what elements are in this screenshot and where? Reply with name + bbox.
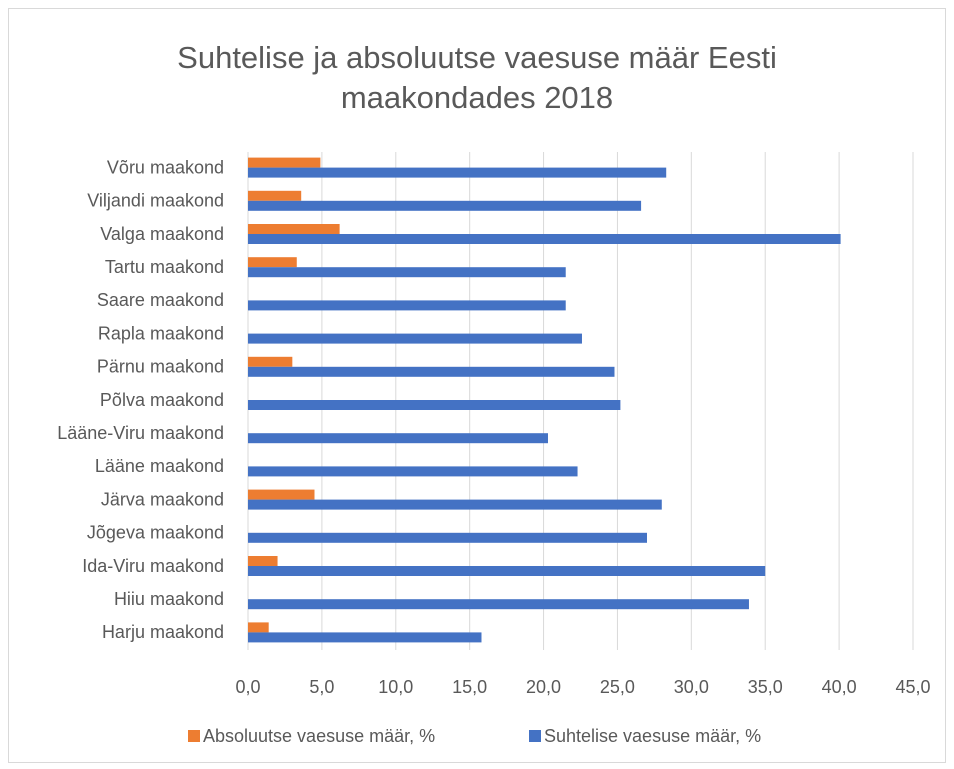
x-tick-label: 0,0: [235, 677, 260, 697]
y-tick-label: Lääne maakond: [95, 456, 224, 476]
x-tick-label: 20,0: [526, 677, 561, 697]
chart-title: Suhtelise ja absoluutse vaesuse määr Ees…: [177, 40, 777, 115]
x-tick-label: 10,0: [378, 677, 413, 697]
chart-border: [8, 8, 946, 763]
x-tick-label: 15,0: [452, 677, 487, 697]
bar: [248, 599, 749, 610]
bar: [248, 333, 582, 344]
x-tick-label: 35,0: [748, 677, 783, 697]
bar: [248, 489, 315, 500]
x-tick-label: 45,0: [895, 677, 930, 697]
y-tick-label: Saare maakond: [97, 290, 224, 310]
bar: [248, 366, 615, 377]
x-tick-label: 25,0: [600, 677, 635, 697]
bar: [248, 433, 548, 444]
x-tick-label: 5,0: [309, 677, 334, 697]
bar: [248, 632, 482, 643]
bar: [248, 257, 297, 268]
bar: [248, 622, 269, 633]
bar: [248, 466, 578, 477]
y-tick-label: Hiiu maakond: [114, 589, 224, 609]
legend-label: Absoluutse vaesuse määr, %: [203, 726, 435, 746]
bar: [248, 234, 841, 244]
bar: [248, 157, 321, 168]
bar: [248, 224, 340, 234]
bar: [248, 556, 278, 566]
bar: [248, 167, 667, 178]
legend-label: Suhtelise vaesuse määr, %: [544, 726, 761, 746]
bar: [248, 200, 642, 211]
y-tick-label: Pärnu maakond: [97, 357, 224, 377]
x-tick-label: 30,0: [674, 677, 709, 697]
y-tick-label: Valga maakond: [100, 224, 224, 244]
bar: [248, 499, 662, 510]
y-tick-label: Lääne-Viru maakond: [57, 423, 224, 443]
bar: [248, 356, 293, 367]
bar: [248, 300, 566, 311]
y-tick-label: Võru maakond: [107, 157, 224, 177]
legend-swatch: [188, 730, 200, 742]
y-tick-label: Jõgeva maakond: [87, 523, 224, 543]
y-tick-label: Järva maakond: [101, 489, 224, 509]
y-tick-label: Tartu maakond: [105, 257, 224, 277]
bar: [248, 566, 766, 576]
y-tick-label: Viljandi maakond: [87, 191, 224, 211]
bar: [248, 400, 621, 410]
bar: [248, 190, 302, 201]
bar: [248, 267, 566, 278]
y-tick-label: Harju maakond: [102, 622, 224, 642]
y-tick-label: Põlva maakond: [100, 390, 224, 410]
y-tick-label: Rapla maakond: [98, 323, 224, 343]
y-tick-label: Ida-Viru maakond: [82, 556, 224, 576]
bar: [248, 532, 647, 543]
legend-swatch: [529, 730, 541, 742]
x-tick-label: 40,0: [822, 677, 857, 697]
